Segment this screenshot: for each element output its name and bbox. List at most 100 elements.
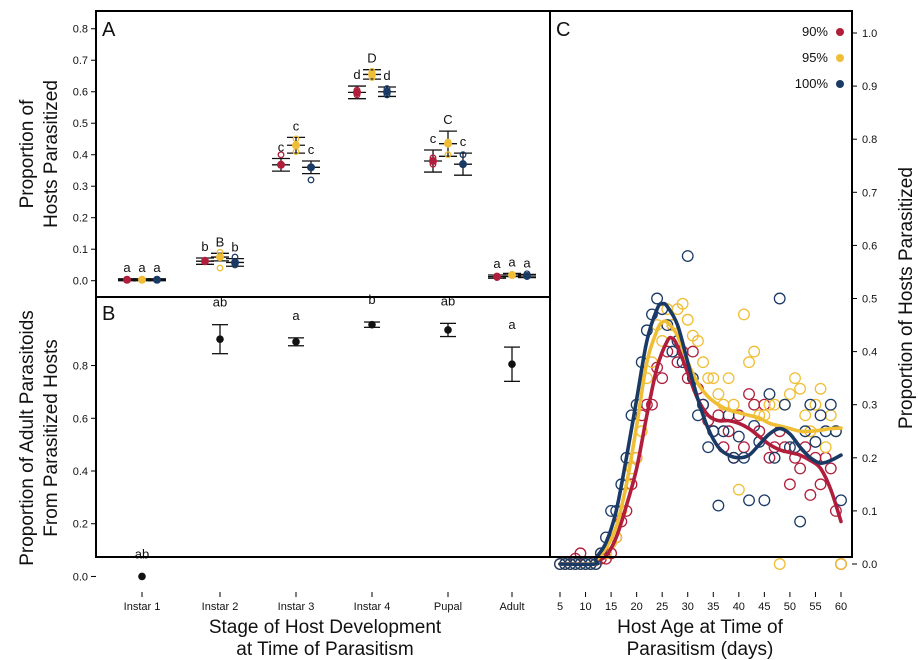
observation-point [794,462,807,475]
observation-point [814,382,827,395]
observation-point [763,388,776,401]
legend-marker [836,54,844,62]
significance-letter: b [231,240,238,255]
panel-c-xtick-label: 30 [682,601,694,613]
replicate-point [493,274,501,282]
panel-c-xtick-label: 20 [631,601,643,613]
significance-letter: a [508,317,516,332]
panel-a-ytick-label: 0.4 [73,150,88,162]
panel-c-xtick-label: 50 [784,601,796,613]
observation-point [722,372,735,385]
observation-point [702,372,715,385]
replicate-point [459,160,467,168]
replicate-point [307,176,315,184]
panel-b-xlabel-line2: at Time of Parasitism [236,639,413,660]
mean-point [292,338,300,346]
panel-b-xtick-label: Instar 3 [278,601,315,613]
observation-point [702,441,715,454]
replicate-point [353,91,361,99]
right-frame [549,10,853,558]
panel-a-ytick-label: 0.5 [73,118,88,130]
replicate-point [444,138,452,146]
observation-point [794,515,807,528]
observation-point [829,425,842,438]
replicate-point [201,256,209,264]
replicate-point [216,248,224,256]
mean-point [216,335,224,343]
replicate-point [523,270,531,278]
panel-b-ytick-label: 0.2 [73,519,88,531]
mean-point [444,139,452,148]
observation-point [727,398,740,411]
panel-b-ytick-label: 0.6 [73,413,88,425]
panel-c: 0.0 0.1 0.2 0.3 0.4 0.5 0.6 0.7 0.8 0.9 1.0 5 10 15 20… [554,24,877,613]
panel-b-xlabel-line1: Stage of Host Development [209,617,442,638]
significance-letter: C [443,112,452,127]
panel-a-ytick-label: 0.7 [73,55,88,67]
replicate-point [292,148,300,156]
observation-point [712,388,725,401]
panel-c-ytick-label: 0.9 [862,81,877,93]
panel-b-ylabel-line2: From Parasitized Hosts [41,339,62,536]
panel-b-xtick-label: Instar 4 [354,601,391,613]
observation-point [666,345,679,358]
panel-a: 0.00.10.20.30.40.50.60.70.8abcdcaaBcDCaa… [73,24,536,288]
significance-letter: a [138,260,146,275]
panel-c-xtick-label: 60 [835,601,847,613]
significance-letter: c [278,140,285,155]
left-frame [95,10,551,558]
legend-marker [836,80,844,88]
mean-point [508,360,516,369]
observation-point [814,409,827,422]
panel-c-xtick-label: 25 [656,601,668,613]
replicate-point [368,67,376,75]
observation-point [758,494,771,507]
observation-point [661,319,674,332]
significance-letter: d [353,67,360,82]
significance-letter: c [460,134,467,149]
observation-point [681,313,694,326]
observation-point [824,409,837,422]
panel-c-label: C [556,19,570,41]
panel-c-xtick-label: 10 [579,601,591,613]
panel-c-xtick-label: 45 [758,601,770,613]
replicate-point [231,253,239,261]
significance-letter: a [292,308,300,323]
observation-point [743,494,755,507]
observation-point [789,372,801,385]
panel-c-ylabel: Proportion of Hosts Parasitized [896,167,917,429]
observation-point [732,430,745,443]
fitted-curve [558,335,843,566]
panel-a-ylabel-line2: Hosts Parasitized [41,80,62,228]
observation-point [809,398,822,411]
significance-letter: a [508,254,516,269]
significance-letter: ab [441,293,455,308]
panel-c-xtick-label: 15 [605,601,617,613]
replicate-point [216,264,224,272]
mean-point [368,320,376,329]
replicate-point [383,85,391,93]
observation-point [773,292,786,305]
panel-c-ytick-label: 0.5 [862,294,877,306]
significance-letter: b [368,292,375,307]
panel-a-label: A [102,19,116,41]
legend-label: 100% [795,76,829,91]
panel-c-ytick-label: 1.0 [862,28,877,40]
panel-b-label: B [102,303,115,325]
replicate-point [383,91,391,99]
panel-c-xlabel-line2: Parasitism (days) [627,639,774,660]
replicate-point [292,135,300,143]
panel-c-xtick-label: 55 [809,601,821,613]
observation-point [773,558,786,570]
mean-point [444,326,452,334]
panel-c-ytick-label: 0.6 [862,240,877,252]
observation-point [737,441,750,454]
panel-c-xtick-label: 35 [707,601,719,613]
legend-label: 95% [802,50,828,65]
observation-point [824,398,837,411]
panel-c-ytick-label: 0.7 [862,187,877,199]
observation-point [819,441,832,454]
observation-point [686,345,699,358]
replicate-point [277,160,285,168]
panel-c-ytick-label: 0.1 [862,506,877,518]
